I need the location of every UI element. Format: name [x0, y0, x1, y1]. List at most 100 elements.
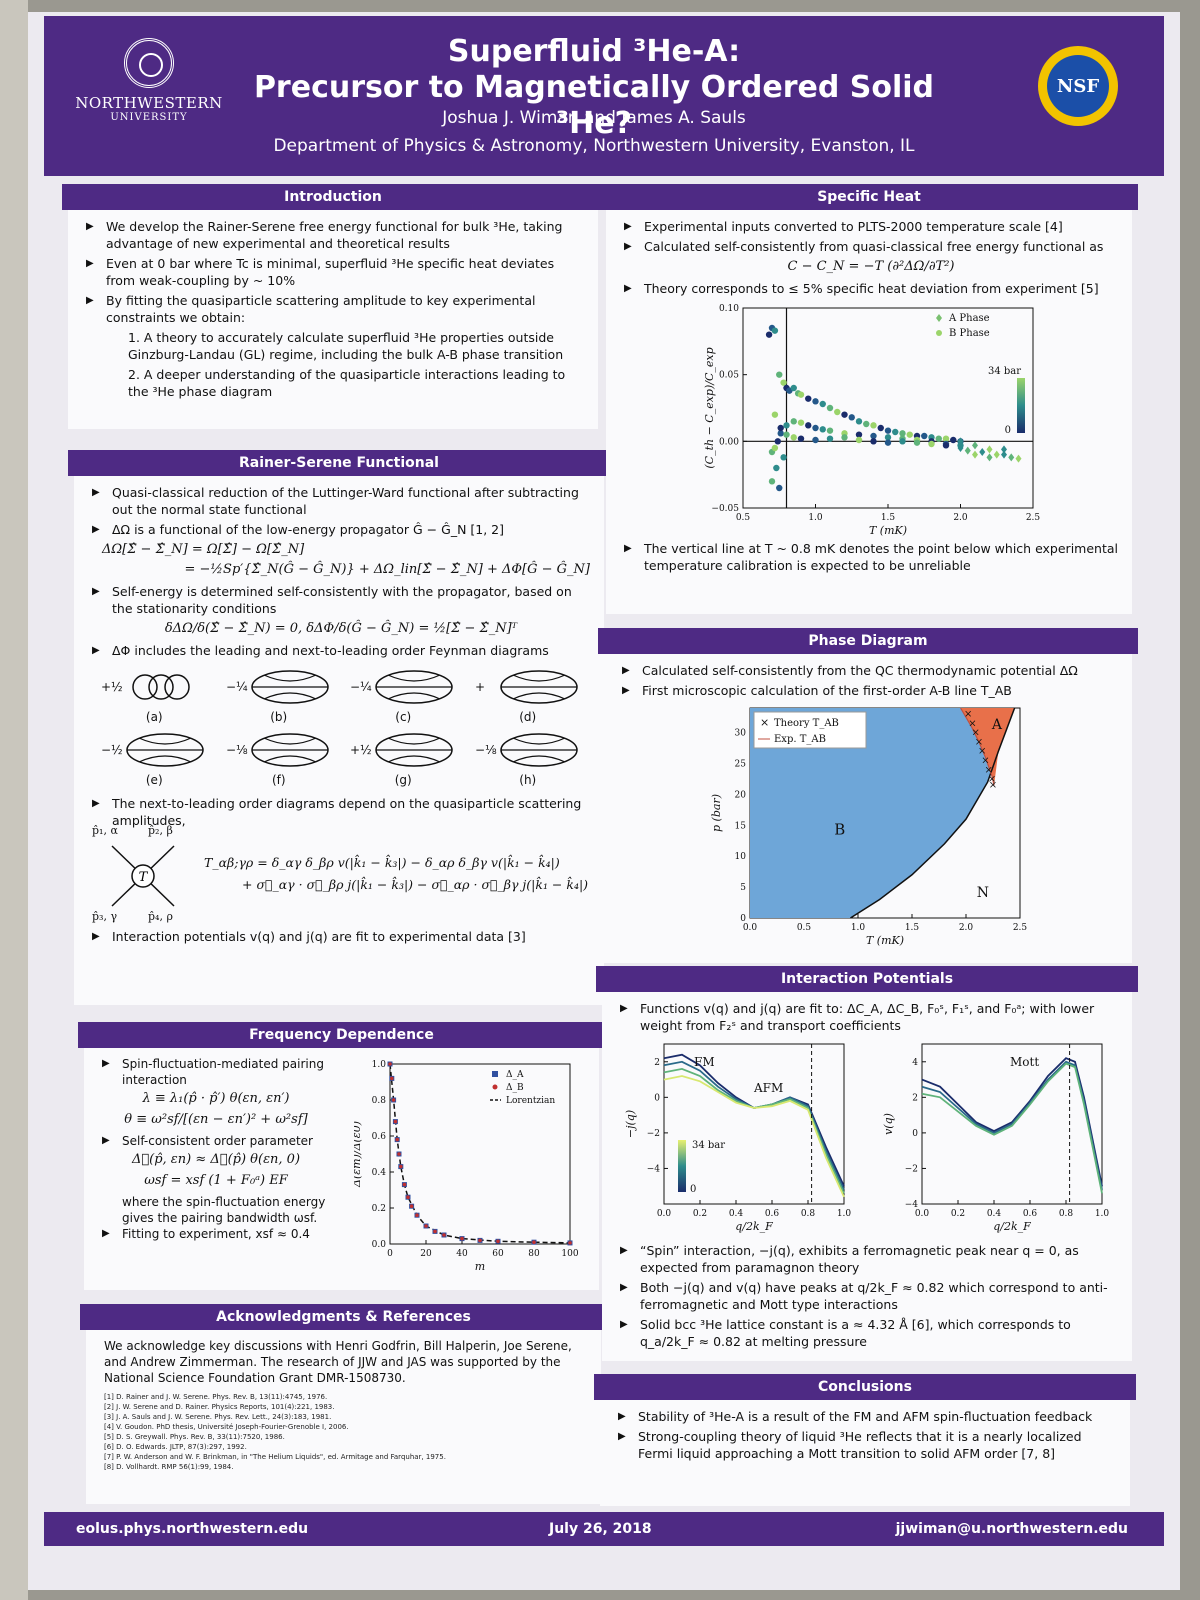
- legend-label: Theory T_AB: [774, 718, 839, 729]
- gap-frequency-chart: 0 20 40 60 80 100 0.0 0.2 0.4 0.6 0.8 1.0 m Δ(εm)/Δ(ε…: [354, 1060, 579, 1273]
- delta-b-point: [409, 1204, 414, 1208]
- colorbar-min: 0: [1005, 425, 1011, 436]
- b-phase-point: [870, 432, 877, 440]
- feynman-diagram: −⅛ (f): [217, 728, 342, 789]
- x-tick-label: 0.6: [1023, 1209, 1038, 1219]
- b-phase-point: [950, 436, 957, 444]
- b-phase-point: [780, 454, 787, 461]
- footer-website: eolus.phys.northwestern.edu: [76, 1521, 309, 1537]
- legend-marker: [936, 314, 942, 322]
- a-phase-point: [979, 448, 986, 456]
- vertex-label: p̂₃, γ: [92, 910, 118, 923]
- b-phase-point: [877, 424, 884, 432]
- reference-item: [4] V. Goudon. PhD thesis, Université Jo…: [104, 1423, 349, 1431]
- potential-charts: 0.0 0.2 0.4 0.6 0.8 1.0 −4 −2 0 2 q/2k_F −j(q) FM AFM…: [620, 1038, 1118, 1238]
- plot-frame: [389, 1063, 571, 1245]
- b-phase-point: [776, 484, 783, 492]
- x-axis-label: q/2k_F: [993, 1220, 1031, 1233]
- nsf-text: NSF: [1047, 55, 1109, 117]
- delta-b-point: [424, 1224, 428, 1228]
- bullet: “Spin” interaction, −j(q), exhibits a fe…: [620, 1242, 1118, 1276]
- b-phase-point: [826, 404, 834, 412]
- b-phase-point: [783, 422, 790, 429]
- delta-b-point: [460, 1236, 464, 1241]
- region-label: N: [977, 885, 989, 901]
- numbered-item: 1. A theory to accurately calculate supe…: [128, 330, 564, 362]
- section-specific-heat: Specific Heat Experimental inputs conver…: [600, 184, 1138, 614]
- b-phase-point: [790, 384, 797, 392]
- diagram-coefficient: −¼: [226, 680, 248, 694]
- x-tick-label: 0: [387, 1249, 393, 1259]
- x-tick-label: 2.0: [953, 513, 968, 523]
- a-phase-point: [1015, 454, 1022, 463]
- reference-item: [1] D. Rainer and J. W. Serene. Phys. Re…: [104, 1393, 328, 1401]
- bullet: The vertical line at T ~ 0.8 mK denotes …: [624, 540, 1118, 574]
- bullet: Stability of ³He-A is a result of the FM…: [618, 1408, 1116, 1425]
- nsf-logo: NSF: [1038, 46, 1118, 126]
- diagram-coefficient: −½: [101, 743, 123, 757]
- theory-tab-point: ×: [972, 728, 980, 739]
- numbered-item: 2. A deeper understanding of the quasipa…: [128, 367, 566, 399]
- feynman-diagram-icon: +: [475, 670, 578, 704]
- section-title: Interaction Potentials: [596, 966, 1138, 992]
- feynman-diagrams: +½ (a) −¼ (b) −¼ (c) + (d) −½ (e) −⅛ (f) +½ (g) −⅛ (h): [92, 665, 590, 789]
- university-sub: UNIVERSITY: [110, 112, 188, 123]
- b-phase-point: [790, 418, 797, 425]
- section-title: Rainer-Serene Functional: [68, 450, 610, 476]
- bullet: Solid bcc ³He lattice constant is a ≈ 4.…: [620, 1316, 1118, 1350]
- diagram-label: (d): [519, 710, 537, 724]
- x-tick-label: 100: [561, 1249, 578, 1259]
- potential-curve: [663, 1075, 845, 1198]
- a-phase-region: [960, 708, 1015, 786]
- y-tick-label: 0.00: [719, 437, 739, 447]
- y-tick-label: 2: [912, 1093, 918, 1103]
- bullet: Calculated self-consistently from the QC…: [622, 662, 1118, 679]
- text: where the spin-fluctuation energy gives …: [122, 1195, 326, 1225]
- section-title: Introduction: [62, 184, 604, 210]
- legend-label: Lorentzian: [506, 1096, 555, 1106]
- feynman-diagram: + (d): [466, 665, 591, 726]
- bullet: ΔΦ includes the leading and next-to-lead…: [92, 642, 590, 659]
- equation: T_αβ;γρ = δ_αγ δ_βρ v(|k̂₁ − k̂₃|) − δ_α…: [204, 855, 560, 870]
- theory-tab-point: ×: [989, 780, 997, 791]
- bullet: Self-consistent order parameter: [102, 1133, 330, 1149]
- b-phase-point: [797, 391, 805, 398]
- y-tick-label: 2: [654, 1058, 660, 1068]
- section-conclusions: Conclusions Stability of ³He-A is a resu…: [594, 1374, 1136, 1506]
- title-line2: Precursor to Magnetically Ordered Solid …: [253, 70, 935, 141]
- bullet: Fitting to experiment, xsf ≈ 0.4: [102, 1226, 330, 1242]
- x-tick-label: 1.0: [808, 513, 823, 523]
- plot-frame: [921, 1043, 1103, 1205]
- b-phase-point: [928, 440, 935, 448]
- equation: C − C_N = −T (∂²ΔΩ/∂T²): [787, 259, 955, 274]
- colorbar-label: 34 bar: [988, 366, 1021, 377]
- section-title: Conclusions: [594, 1374, 1136, 1400]
- x-tick-label: 2.5: [1026, 513, 1041, 523]
- feynman-diagram: −¼ (c): [341, 665, 466, 726]
- y-tick-label: 25: [735, 760, 747, 770]
- feynman-diagram: −⅛ (h): [466, 728, 591, 789]
- propagator-line: [387, 674, 441, 682]
- b-phase-point: [841, 434, 848, 441]
- bullet: The next-to-leading order diagrams depen…: [92, 795, 590, 829]
- b-phase-point: [771, 444, 779, 452]
- b-phase-point: [812, 424, 819, 432]
- x-tick-label: 40: [456, 1249, 468, 1259]
- vertex-label: p̂₄, ρ: [148, 910, 173, 923]
- potential-curve: [663, 1053, 845, 1187]
- phase-diagram-chart: 0.0 0.5 1.0 1.5 2.0 2.5 0 5 10 15 20 25 30 T (mK) p (b…: [710, 707, 1027, 947]
- b-phase-point: [935, 435, 942, 442]
- equation: ΔΩ[Σ̂ − Σ̂_N] = Ω[Σ̂] − Ω[Σ̂_N]: [102, 542, 305, 557]
- legend-label: A Phase: [948, 313, 990, 324]
- b-phase-point: [884, 434, 892, 441]
- feynman-diagram-icon: −¼: [350, 670, 453, 704]
- bullet: Interaction potentials v(q) and j(q) are…: [92, 928, 590, 945]
- bullet: We develop the Rainer-Serene free energy…: [86, 218, 584, 252]
- b-phase-point: [884, 427, 892, 434]
- y-tick-label: 0: [912, 1129, 918, 1139]
- feynman-diagram: +½ (g): [341, 728, 466, 789]
- propagator-line: [138, 737, 192, 745]
- y-tick-label: 0.10: [719, 304, 739, 314]
- b-phase-point: [777, 424, 784, 432]
- y-tick-label: 0.0: [372, 1240, 387, 1250]
